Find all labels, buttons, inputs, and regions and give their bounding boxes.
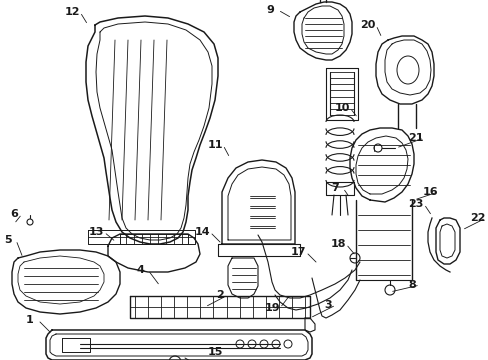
Text: 10: 10 [334, 103, 349, 113]
Text: 6: 6 [10, 209, 18, 219]
Text: 22: 22 [469, 213, 485, 223]
Text: 18: 18 [329, 239, 345, 249]
Text: 12: 12 [64, 7, 80, 17]
Text: 13: 13 [88, 227, 103, 237]
Text: 17: 17 [290, 247, 305, 257]
Text: 11: 11 [207, 140, 223, 150]
Text: 8: 8 [407, 280, 415, 290]
Text: 20: 20 [360, 20, 375, 30]
Text: 15: 15 [207, 347, 222, 357]
Text: 16: 16 [421, 187, 437, 197]
Text: 23: 23 [407, 199, 423, 209]
Text: 5: 5 [4, 235, 12, 245]
Text: 14: 14 [194, 227, 209, 237]
Text: 9: 9 [265, 5, 273, 15]
Text: 2: 2 [216, 290, 224, 300]
Text: 1: 1 [26, 315, 34, 325]
Text: 4: 4 [136, 265, 143, 275]
Text: 3: 3 [324, 300, 331, 310]
Text: 7: 7 [330, 183, 338, 193]
Text: 19: 19 [264, 303, 279, 313]
Text: 21: 21 [407, 133, 423, 143]
